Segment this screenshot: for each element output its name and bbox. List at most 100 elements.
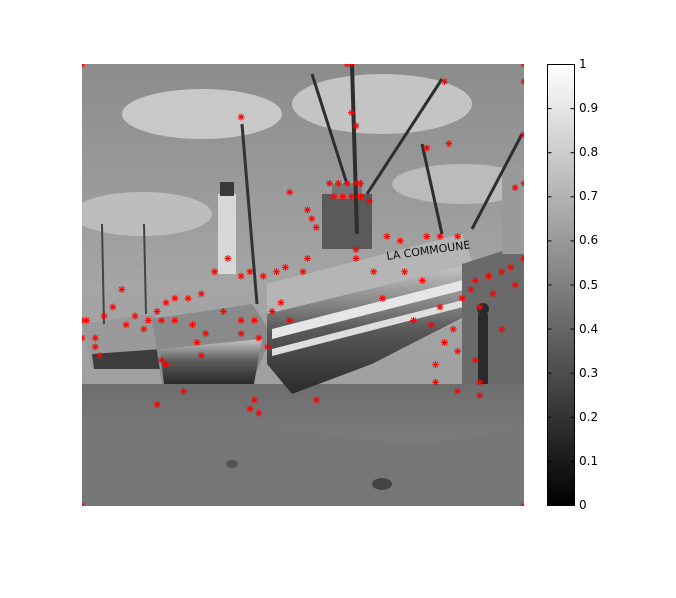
- keypoint-marker: [286, 188, 294, 196]
- colorbar-tick-label: 0.5: [579, 277, 599, 292]
- keypoint-marker: [237, 330, 245, 338]
- keypoint-marker: [180, 387, 188, 395]
- keypoint-marker: [454, 387, 462, 395]
- keypoint-marker: [308, 215, 316, 223]
- keypoint-marker: [454, 347, 462, 355]
- keypoint-marker: [303, 254, 311, 262]
- keypoint-marker: [348, 193, 356, 201]
- keypoint-marker: [277, 299, 285, 307]
- colorbar-tick-label: 0.4: [579, 321, 599, 336]
- keypoint-marker: [356, 193, 364, 201]
- keypoint-marker: [259, 272, 267, 280]
- keypoint-marker: [343, 64, 351, 68]
- keypoint-marker: [82, 334, 86, 342]
- keypoint-marker: [383, 232, 391, 240]
- keypoint-marker: [440, 338, 448, 346]
- keypoint-marker: [352, 122, 360, 130]
- keypoint-marker: [286, 316, 294, 324]
- colorbar: [547, 64, 575, 506]
- keypoint-marker: [91, 343, 99, 351]
- keypoint-marker: [153, 400, 161, 408]
- keypoint-marker: [211, 268, 219, 276]
- keypoint-marker: [410, 316, 417, 324]
- keypoint-marker: [193, 338, 201, 346]
- keypoint-marker: [334, 179, 342, 187]
- keypoint-marker: [131, 312, 139, 320]
- keypoint-marker: [312, 396, 320, 404]
- keypoint-marker: [467, 285, 475, 293]
- keypoint-marker: [511, 281, 519, 289]
- keypoint-marker: [520, 78, 524, 86]
- keypoint-marker: [158, 356, 166, 364]
- keypoint-marker: [202, 330, 210, 338]
- keypoint-marker: [379, 294, 387, 302]
- keypoint-marker: [436, 232, 444, 240]
- keypoint-marker: [144, 316, 152, 324]
- keypoint-marker: [476, 378, 484, 386]
- keypoint-marker: [365, 197, 373, 205]
- colorbar-tick-label: 0.7: [579, 189, 599, 204]
- keypoint-marker: [348, 64, 356, 68]
- colorbar-tick-label: 0.3: [579, 365, 599, 380]
- keypoint-marker: [520, 179, 524, 187]
- keypoint-marker: [255, 334, 263, 342]
- keypoint-marker: [471, 277, 479, 285]
- keypoint-marker: [237, 316, 245, 324]
- keypoint-marker: [171, 294, 179, 302]
- keypoint-marker: [272, 268, 280, 276]
- keypoint-marker: [281, 263, 289, 271]
- keypoint-marker: [237, 272, 245, 280]
- colorbar-tick-label: 0.2: [579, 409, 599, 424]
- keypoint-marker: [485, 272, 493, 280]
- keypoint-marker: [445, 140, 453, 148]
- keypoint-marker: [250, 316, 258, 324]
- keypoint-marker: [520, 64, 524, 68]
- keypoint-marker: [476, 392, 484, 399]
- keypoint-marker: [440, 78, 448, 86]
- keypoint-marker: [255, 409, 263, 417]
- keypoint-marker: [476, 303, 484, 311]
- keypoint-marker: [237, 113, 245, 121]
- keypoint-marker: [427, 321, 435, 329]
- keypoint-marker: [498, 325, 506, 333]
- keypoint-marker: [153, 308, 161, 316]
- keypoint-marker: [471, 356, 479, 364]
- keypoint-marker: [109, 303, 117, 311]
- keypoint-marker: [511, 184, 519, 192]
- keypoint-marker: [432, 361, 440, 369]
- keypoint-marker: [454, 232, 462, 240]
- keypoint-marker: [458, 294, 466, 302]
- keypoint-marker: [520, 502, 524, 506]
- colorbar-tick-label: 1: [579, 57, 587, 71]
- keypoint-marker: [303, 206, 311, 214]
- keypoint-marker: [498, 268, 506, 276]
- colorbar-tick-label: 0.8: [579, 145, 599, 160]
- keypoint-marker: [370, 268, 378, 276]
- keypoint-marker: [401, 268, 409, 276]
- keypoint-marker: [330, 193, 338, 201]
- keypoint-marker: [82, 64, 86, 68]
- keypoint-marker: [268, 308, 276, 316]
- keypoint-marker: [171, 316, 179, 324]
- colorbar-tick-label: 0.9: [579, 101, 599, 116]
- keypoint-marker: [326, 179, 334, 187]
- keypoint-marker: [489, 290, 497, 298]
- keypoint-marker: [197, 290, 205, 298]
- keypoint-marker: [299, 268, 307, 276]
- keypoint-marker: [250, 396, 258, 404]
- keypoint-marker: [91, 334, 99, 342]
- colorbar-tick-label: 0: [579, 498, 587, 512]
- keypoint-markers: [82, 64, 524, 506]
- keypoint-marker: [423, 144, 431, 152]
- keypoint-marker: [507, 263, 515, 271]
- keypoint-marker: [352, 246, 360, 254]
- keypoint-marker: [520, 254, 524, 262]
- keypoint-marker: [418, 277, 426, 285]
- keypoint-marker: [356, 179, 364, 187]
- keypoint-marker: [449, 325, 457, 333]
- keypoint-marker: [352, 254, 360, 262]
- keypoint-marker: [118, 285, 126, 293]
- keypoint-marker: [423, 232, 431, 240]
- keypoint-marker: [82, 502, 86, 506]
